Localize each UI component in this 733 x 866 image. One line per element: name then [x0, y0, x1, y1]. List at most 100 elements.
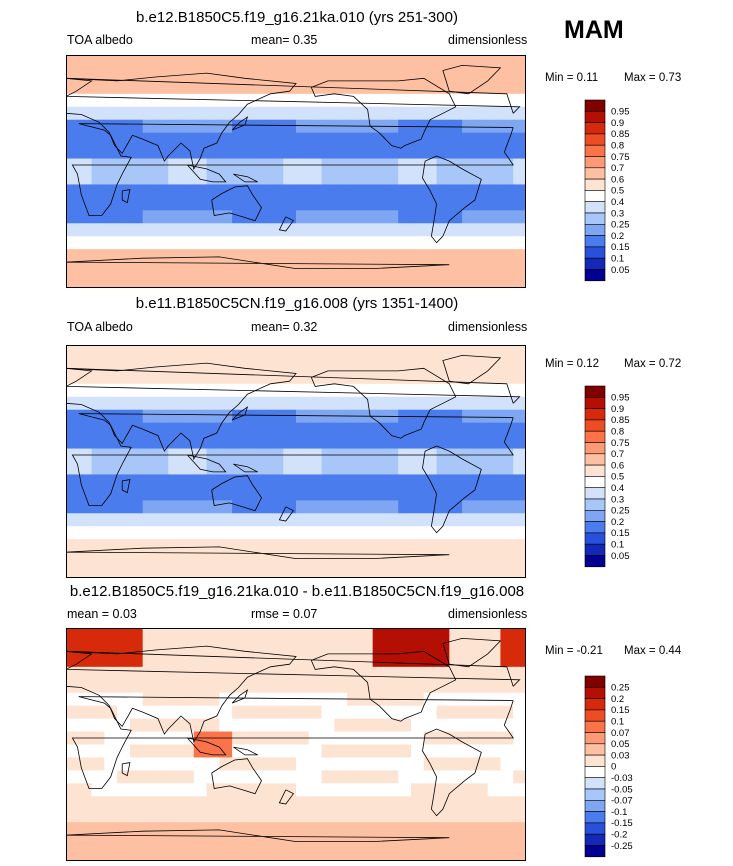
- field-cell: [206, 383, 220, 398]
- field-cell: [308, 796, 322, 810]
- field-cell: [283, 679, 297, 694]
- field-cell: [513, 692, 526, 707]
- field-cell: [155, 409, 169, 424]
- field-cell: [142, 526, 156, 540]
- field-cell: [193, 422, 207, 437]
- field-cell: [487, 628, 501, 642]
- field-cell: [474, 396, 489, 411]
- field-cell: [436, 539, 450, 553]
- field-cell: [244, 718, 259, 732]
- field-cell: [104, 184, 118, 198]
- field-cell: [449, 67, 463, 82]
- colorbar-swatch: [584, 246, 606, 259]
- field-cell: [411, 93, 425, 108]
- field-cell: [155, 822, 169, 836]
- field-cell: [193, 132, 207, 147]
- field-cell: [487, 132, 501, 147]
- field-cell: [449, 835, 463, 849]
- field-cell: [385, 526, 399, 540]
- field-cell: [308, 744, 322, 758]
- field-cell: [474, 55, 489, 69]
- field-cell: [129, 171, 144, 185]
- field-cell: [232, 132, 246, 147]
- field-cell: [385, 249, 399, 263]
- field-cell: [129, 552, 144, 566]
- field-cell: [411, 552, 425, 566]
- field-cell: [449, 513, 463, 527]
- field-cell: [66, 236, 80, 250]
- colorbar-tick-label: 0.3: [611, 494, 624, 505]
- field-cell: [487, 197, 501, 211]
- field-cell: [219, 796, 233, 810]
- field-cell: [474, 565, 489, 578]
- field-cell: [129, 422, 144, 437]
- field-cell: [129, 132, 144, 147]
- field-cell: [423, 132, 437, 147]
- field-cell: [308, 461, 322, 475]
- field-cell: [474, 223, 489, 237]
- field-cell: [104, 80, 118, 95]
- field-cell: [462, 628, 476, 642]
- field-cell: [168, 796, 182, 810]
- field-cell: [449, 526, 463, 540]
- field-cell: [193, 487, 207, 501]
- field-cell: [462, 679, 476, 694]
- field-cell: [500, 119, 514, 134]
- colorbar-tick-label: 0: [611, 762, 616, 773]
- field-cell: [334, 640, 348, 655]
- field-cell: [193, 262, 207, 276]
- field-cell: [193, 513, 207, 527]
- field-cell: [296, 679, 310, 694]
- field-cell: [181, 409, 195, 424]
- field-cell: [168, 718, 182, 732]
- field-cell: [436, 197, 450, 211]
- field-cell: [449, 145, 463, 159]
- field-cell: [193, 565, 207, 578]
- field-cell: [334, 809, 348, 823]
- colorbar-tick-label: 0.9: [611, 118, 624, 129]
- field-cell: [283, 770, 297, 784]
- field-cell: [181, 474, 195, 488]
- field-cell: [181, 783, 195, 797]
- field-cell: [474, 210, 489, 224]
- field-cell: [347, 171, 361, 185]
- field-cell: [398, 526, 412, 540]
- field-cell: [104, 718, 118, 732]
- field-cell: [359, 539, 374, 553]
- field-cell: [398, 422, 412, 437]
- field-cell: [168, 679, 182, 694]
- field-cell: [168, 210, 182, 224]
- field-cell: [270, 55, 284, 69]
- field-cell: [321, 345, 335, 359]
- field-cell: [296, 770, 310, 784]
- field-cell: [244, 744, 259, 758]
- field-cell: [91, 370, 105, 385]
- field-cell: [219, 487, 233, 501]
- field-cell: [513, 809, 526, 823]
- field-cell: [142, 796, 156, 810]
- field-cell: [500, 106, 514, 121]
- field-cell: [372, 210, 386, 224]
- field-cell: [359, 526, 374, 540]
- field-cell: [296, 67, 310, 82]
- field-cell: [78, 513, 92, 527]
- field-cell: [385, 487, 399, 501]
- field-cell: [487, 666, 501, 681]
- field-cell: [181, 210, 195, 224]
- field-cell: [462, 370, 476, 385]
- field-cell: [436, 55, 450, 69]
- field-cell: [257, 262, 271, 276]
- field-cell: [232, 210, 246, 224]
- field-cell: [193, 835, 207, 849]
- field-cell: [359, 666, 374, 681]
- field-cell: [155, 197, 169, 211]
- field-cell: [500, 640, 514, 655]
- field-cell: [372, 500, 386, 514]
- field-cell: [270, 370, 284, 385]
- field-cell: [411, 653, 425, 668]
- field-cell: [411, 184, 425, 198]
- colorbar-swatch: [584, 532, 606, 545]
- colorbar-tick-label: 0.25: [611, 683, 630, 694]
- field-cell: [142, 236, 156, 250]
- coastline: [442, 637, 502, 668]
